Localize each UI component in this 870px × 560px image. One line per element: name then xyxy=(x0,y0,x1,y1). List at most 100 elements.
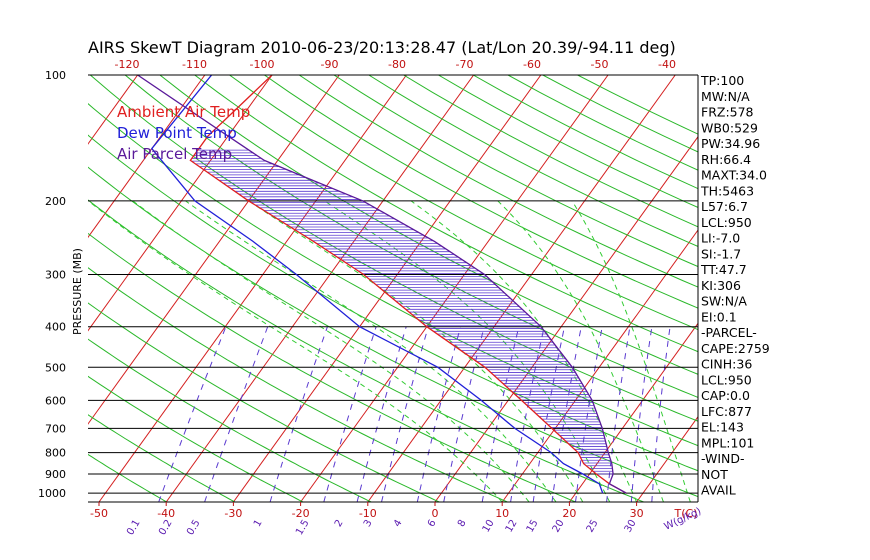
dry-adiabat-line xyxy=(88,267,508,502)
index-row: CAP:0.0 xyxy=(701,388,750,403)
index-row: CAPE:2759 xyxy=(701,341,770,356)
index-row: WB0:529 xyxy=(701,120,758,135)
bottom-temp-tick-label: -10 xyxy=(359,507,377,520)
isotherm-line xyxy=(0,75,70,502)
mixing-ratio-label: 8 xyxy=(456,518,469,529)
index-row: MPL:101 xyxy=(701,435,754,450)
index-row: TT:47.7 xyxy=(700,262,747,277)
isotherm-line xyxy=(300,75,609,502)
index-row: NOT xyxy=(701,467,728,482)
mixing-ratio-line xyxy=(481,326,520,502)
index-row: -WIND- xyxy=(701,451,745,466)
top-temp-tick-label: -120 xyxy=(115,58,140,71)
isotherm-line xyxy=(0,75,3,502)
index-row: LCL:950 xyxy=(701,215,752,230)
mixing-ratio-label: 4 xyxy=(392,518,405,529)
dry-adiabat-line xyxy=(368,75,698,247)
pressure-tick-label: 200 xyxy=(45,195,66,208)
isotherm-line xyxy=(232,75,542,502)
dry-adiabat-line xyxy=(438,75,698,209)
legend-item: Dew Point Temp xyxy=(117,124,237,142)
dry-adiabat-line xyxy=(88,302,440,502)
moist-adiabat-line xyxy=(410,200,638,502)
pressure-tick-label: 800 xyxy=(45,447,66,460)
series-line-air-parcel-temp xyxy=(137,75,627,494)
index-row: MW:N/A xyxy=(701,89,750,104)
top-temp-tick-label: -80 xyxy=(388,58,406,71)
pressure-tick-label: 600 xyxy=(45,394,66,407)
mixing-ratio-label: 3 xyxy=(362,518,375,529)
dry-adiabat-line xyxy=(298,75,698,288)
dry-adiabat-line xyxy=(333,75,698,268)
dry-adiabat-line xyxy=(88,414,236,502)
isotherm-line xyxy=(838,75,870,502)
mixing-ratio-line xyxy=(651,326,671,502)
dry-adiabat-line xyxy=(88,375,304,502)
dry-adiabat-line xyxy=(472,75,698,190)
isotherm-line xyxy=(501,229,698,502)
index-row: L57:6.7 xyxy=(701,199,748,214)
bottom-temp-tick-label: 0 xyxy=(432,507,439,520)
dry-adiabat-line xyxy=(403,75,698,228)
pressure-tick-label: 300 xyxy=(45,269,66,282)
mixing-ratio-line xyxy=(510,326,545,502)
index-row: CINH:36 xyxy=(701,357,752,372)
mixing-ratio-line xyxy=(381,326,429,502)
index-row: -PARCEL- xyxy=(701,325,757,340)
top-temp-tick-label: -100 xyxy=(250,58,275,71)
index-row: LCL:950 xyxy=(701,372,752,387)
pressure-tick-label: 900 xyxy=(45,468,66,481)
mixing-ratio-line xyxy=(575,326,603,502)
dry-adiabat-line xyxy=(194,75,698,353)
dry-adiabat-line xyxy=(88,199,644,502)
index-row: TH:5463 xyxy=(700,183,754,198)
index-row: LFC:877 xyxy=(701,404,752,419)
data-layer xyxy=(137,75,627,494)
temp-unit-label: T(C) xyxy=(674,507,698,520)
series-line-dew-point-temp xyxy=(150,75,604,494)
isotherm-line xyxy=(636,415,698,502)
isotherm-line xyxy=(165,75,475,502)
bottom-temp-tick-label: -40 xyxy=(157,507,175,520)
legend-item: Air Parcel Temp xyxy=(117,145,232,163)
bottom-temp-tick-label: -30 xyxy=(224,507,242,520)
pressure-tick-label: 700 xyxy=(45,422,66,435)
dry-adiabat-line xyxy=(88,232,576,502)
mixing-ratio-label: 15 xyxy=(525,518,541,535)
top-temp-tick-label: -40 xyxy=(658,58,676,71)
pressure-tick-label: 400 xyxy=(45,321,66,334)
index-list: TP:100MW:N/AFRZ:578WB0:529PW:34.96RH:66.… xyxy=(700,73,770,498)
index-row: RH:66.4 xyxy=(701,152,751,167)
index-row: MAXT:34.0 xyxy=(701,168,767,183)
mixing-ratio-line xyxy=(532,326,565,502)
legend: Ambient Air Temp Dew Point Temp Air Parcel… xyxy=(117,103,250,163)
mixing-ratio-line xyxy=(416,326,461,502)
mixing-ratio-line xyxy=(443,326,485,502)
top-temp-tick-label: -70 xyxy=(456,58,474,71)
legend-item: Ambient Air Temp xyxy=(117,103,250,121)
isotherm-line xyxy=(88,75,340,425)
dry-adiabat-line xyxy=(88,103,698,447)
isotherm-line xyxy=(568,322,698,502)
mixing-ratio-line xyxy=(606,326,631,502)
index-row: LI:-7.0 xyxy=(701,231,740,246)
dry-adiabat-line xyxy=(264,75,698,309)
dry-adiabat-line xyxy=(88,338,372,502)
mixing-ratio-label: 2 xyxy=(333,518,346,529)
mixing-ratio-label: 6 xyxy=(426,518,439,529)
y-axis-label: PRESSURE (MB) xyxy=(71,248,84,335)
mixing-ratio-label: 25 xyxy=(585,518,601,535)
dry-adiabat-line xyxy=(88,453,167,502)
bottom-temp-tick-label: 30 xyxy=(630,507,644,520)
mixing-ratio-label: 12 xyxy=(504,518,520,535)
dry-adiabat-line xyxy=(88,134,698,472)
bottom-temp-tick-label: -50 xyxy=(90,507,108,520)
moist-adiabat-line xyxy=(88,200,503,502)
dry-adiabat-line xyxy=(159,75,698,375)
index-row: SW:N/A xyxy=(701,294,747,309)
mixing-ratio-label: 1 xyxy=(252,518,265,529)
dry-adiabat-line xyxy=(124,75,698,398)
top-temp-tick-label: -60 xyxy=(523,58,541,71)
mixing-ratio-label: 20 xyxy=(551,518,567,535)
